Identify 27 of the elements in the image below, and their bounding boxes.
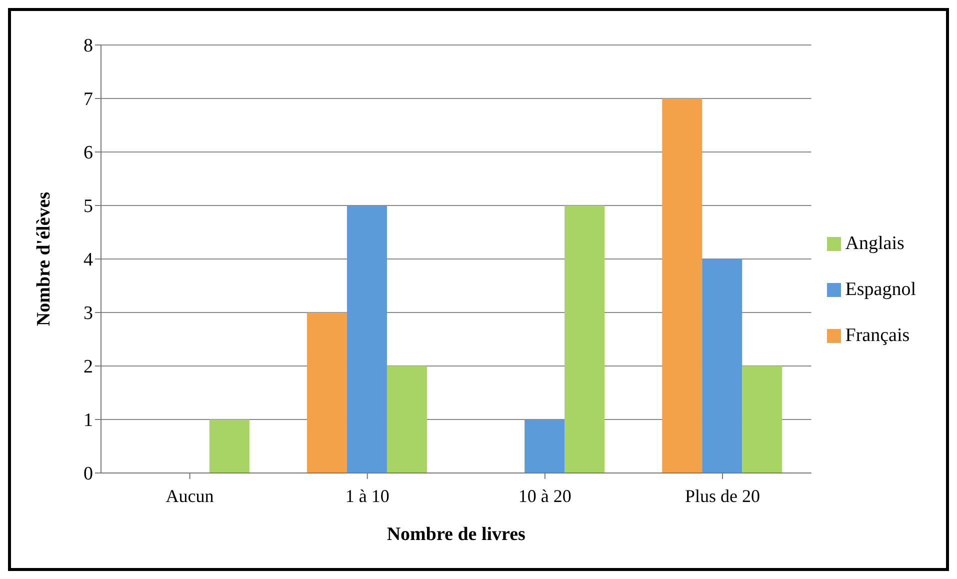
y-tick-label: 6: [84, 142, 93, 164]
y-tick-label: 0: [84, 464, 93, 485]
y-tick-label: 1: [84, 410, 93, 432]
x-tick-label: Plus de 20: [684, 486, 760, 506]
bar: [524, 420, 565, 473]
x-tick-label: 1 à 10: [345, 486, 390, 506]
y-tick-label: 5: [84, 196, 93, 218]
bar: [209, 420, 250, 473]
x-tick-label: Aucun: [166, 486, 214, 506]
bar: [306, 312, 347, 473]
y-tick-label: 2: [84, 356, 93, 378]
legend-label: Français: [845, 324, 910, 346]
y-tick-label: 4: [84, 250, 94, 271]
bar: [386, 366, 427, 473]
legend-label: Anglais: [845, 232, 904, 254]
legend-label: Espagnol: [845, 278, 916, 300]
bar: [702, 259, 742, 473]
bar: [742, 366, 782, 473]
y-tick-label: 7: [84, 89, 93, 110]
y-axis-title: Nombre d'élèves: [34, 192, 55, 326]
bar: [662, 98, 702, 473]
bar: [346, 206, 387, 473]
y-tick-label: 3: [84, 303, 93, 324]
bar: [564, 206, 605, 473]
y-tick-label: 8: [84, 36, 93, 57]
x-tick-label: 10 à 20: [518, 486, 572, 506]
x-axis-title: Nombre de livres: [386, 524, 526, 545]
